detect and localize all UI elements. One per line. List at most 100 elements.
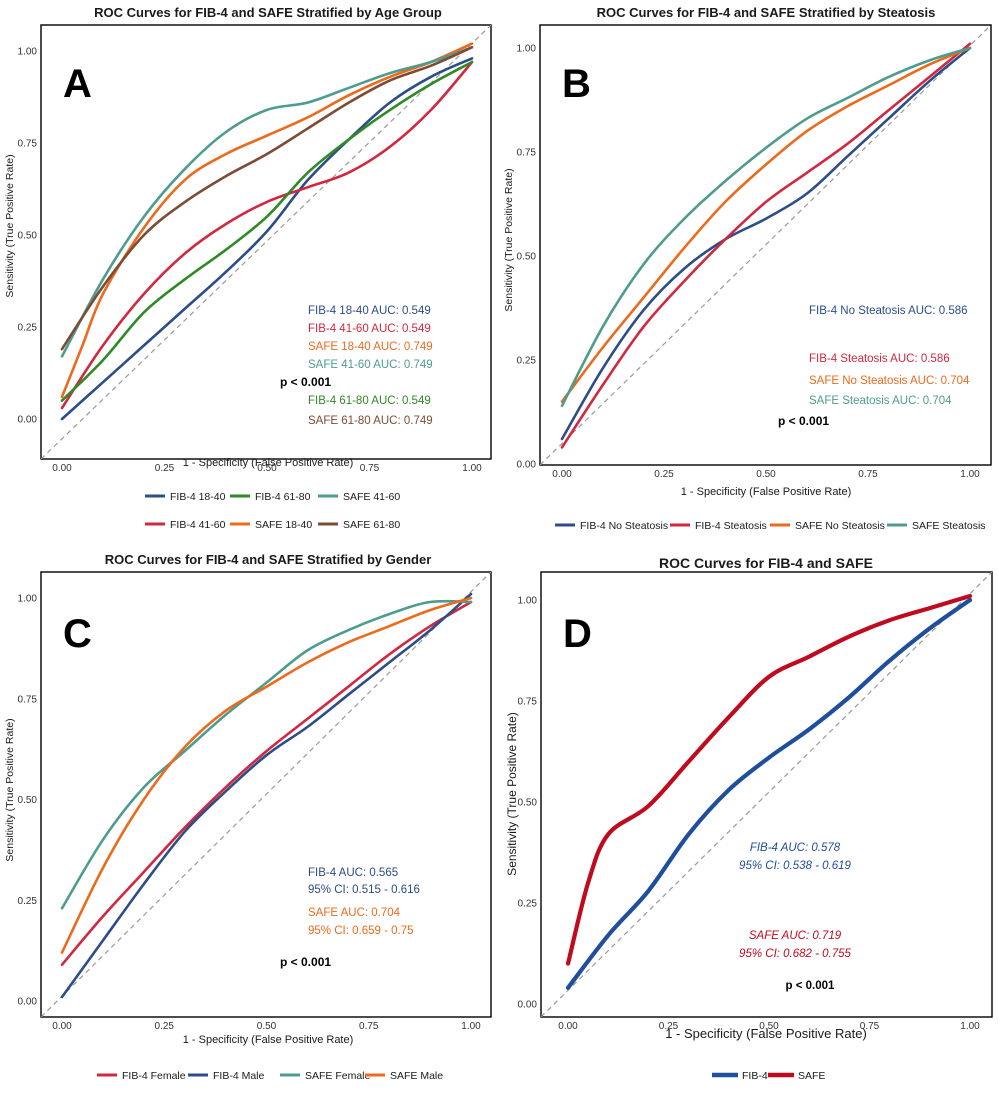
auc-annotation: 95% CI: 0.659 - 0.75 <box>308 925 413 937</box>
reference-diagonal <box>41 572 491 1017</box>
legend-label: SAFE <box>798 1070 825 1082</box>
y-tick-label: 1.00 <box>517 44 537 55</box>
chart-panel-b: ROC Curves for FIB-4 and SAFE Stratified… <box>503 5 992 532</box>
x-tick-label: 0.00 <box>552 469 572 480</box>
auc-annotation: FIB-4 AUC: 0.565 <box>308 867 398 879</box>
auc-annotation: SAFE 61-80 AUC: 0.749 <box>308 415 433 427</box>
chart-title: ROC Curves for FIB-4 and SAFE Stratified… <box>105 552 432 567</box>
chart-panel-c: ROC Curves for FIB-4 and SAFE Stratified… <box>4 552 492 1082</box>
y-tick-label: 0.00 <box>517 460 537 471</box>
y-tick-label: 1.00 <box>18 47 38 58</box>
legend-item: FIB-4 Steatosis <box>670 520 767 532</box>
auc-annotation: SAFE No Steatosis AUC: 0.704 <box>809 375 970 387</box>
auc-annotation: SAFE 41-60 AUC: 0.749 <box>308 359 433 371</box>
series-line-fib-4-female <box>60 600 473 966</box>
series-line-fib-4 <box>565 597 973 990</box>
x-tick-label: 0.25 <box>654 469 674 480</box>
legend-label: SAFE Steatosis <box>912 520 986 532</box>
y-tick-label: 0.25 <box>517 356 537 367</box>
p-value-label: p < 0.001 <box>786 980 836 992</box>
legend-label: FIB-4 61-80 <box>255 491 311 503</box>
auc-annotation: FIB-4 AUC: 0.578 <box>750 842 841 854</box>
series-line-safe-61-80 <box>60 46 474 351</box>
series-line-safe-41-60 <box>60 46 474 358</box>
p-value-label: p < 0.001 <box>280 375 331 389</box>
y-tick-label: 0.75 <box>518 697 538 708</box>
auc-annotation: 95% CI: 0.538 - 0.619 <box>739 860 851 872</box>
legend-item: FIB-4 No Steatosis <box>555 520 668 532</box>
x-tick-label: 1.00 <box>462 463 482 474</box>
legend-item: FIB-4 Female <box>97 1070 186 1082</box>
y-axis-title: Sensitivity (True Positive Rate) <box>4 718 16 861</box>
reference-diagonal <box>541 572 992 1017</box>
legend-item: FIB-4 18-40 <box>145 491 226 503</box>
x-tick-label: 0.75 <box>860 1021 880 1032</box>
legend-item: SAFE 18-40 <box>230 519 312 531</box>
series-line-safe-no-steatosis <box>560 46 972 403</box>
y-tick-label: 0.00 <box>18 997 38 1008</box>
legend-label: FIB-4 Male <box>213 1070 265 1082</box>
legend-label: SAFE 41-60 <box>343 491 400 503</box>
y-tick-label: 0.75 <box>18 139 38 150</box>
panel-letter: C <box>63 612 92 656</box>
series-line-fib-4-18-40 <box>60 57 474 421</box>
x-tick-label: 0.50 <box>759 1021 779 1032</box>
panel-letter: A <box>63 62 92 106</box>
auc-annotation: SAFE AUC: 0.704 <box>308 907 401 919</box>
chart-panel-a: ROC Curves for FIB-4 and SAFE Stratified… <box>4 5 492 531</box>
legend-item: SAFE No Steatosis <box>770 520 885 532</box>
legend-item: FIB-4 41-60 <box>145 519 226 531</box>
legend-item: FIB-4 Male <box>188 1070 265 1082</box>
x-axis-title: 1 - Specificity (False Positive Rate) <box>183 1034 354 1046</box>
series-line-safe-steatosis <box>560 46 972 408</box>
legend-label: FIB-4 Steatosis <box>695 520 767 532</box>
auc-annotation: FIB-4 41-60 AUC: 0.549 <box>308 323 431 335</box>
x-tick-label: 1.00 <box>960 469 980 480</box>
auc-annotation: FIB-4 Steatosis AUC: 0.586 <box>809 353 950 365</box>
x-tick-label: 0.00 <box>52 1021 72 1032</box>
p-value-label: p < 0.001 <box>280 955 331 969</box>
chart-title: ROC Curves for FIB-4 and SAFE Stratified… <box>94 5 442 20</box>
x-axis-title: 1 - Specificity (False Positive Rate) <box>183 457 354 469</box>
chart-title: ROC Curves for FIB-4 and SAFE <box>659 555 873 571</box>
x-tick-label: 0.75 <box>360 463 380 474</box>
legend-label: FIB-4 <box>742 1070 768 1082</box>
auc-annotation: SAFE AUC: 0.719 <box>749 930 842 942</box>
x-tick-label: 0.25 <box>155 1021 175 1032</box>
x-axis-title: 1 - Specificity (False Positive Rate) <box>681 486 852 498</box>
auc-annotation: 95% CI: 0.515 - 0.616 <box>308 884 420 896</box>
series-line-fib-4-steatosis <box>560 42 972 449</box>
series-line-fib-4-61-80 <box>60 60 474 402</box>
chart-panel-d: ROC Curves for FIB-4 and SAFE D 0.00 0.25 0.… <box>505 555 993 1082</box>
legend-item: SAFE <box>768 1070 825 1082</box>
y-tick-label: 0.50 <box>518 798 538 809</box>
panel-border <box>40 24 492 460</box>
series-line-fib-4-no-steatosis <box>560 46 972 441</box>
series-line-fib-4-male <box>60 592 473 999</box>
panel-letter: B <box>562 62 591 106</box>
y-axis-title: Sensitivity (True Positive Rate) <box>4 154 16 297</box>
y-tick-label: 0.50 <box>18 231 38 242</box>
x-tick-label: 0.50 <box>257 463 277 474</box>
y-tick-label: 0.25 <box>18 896 38 907</box>
reference-diagonal <box>540 25 991 465</box>
y-tick-label: 0.50 <box>517 252 537 263</box>
y-tick-label: 0.25 <box>18 323 38 334</box>
x-axis-title: 1 - Specificity (False Positive Rate) <box>665 1026 867 1041</box>
p-value-label: p < 0.001 <box>778 414 829 428</box>
y-tick-label: 0.00 <box>18 415 38 426</box>
auc-annotation: FIB-4 61-80 AUC: 0.549 <box>308 395 431 407</box>
legend-label: FIB-4 41-60 <box>170 519 226 531</box>
auc-annotation: 95% CI: 0.682 - 0.755 <box>739 948 851 960</box>
y-tick-label: 0.75 <box>18 694 38 705</box>
series-line-safe <box>565 593 973 966</box>
series-line-fib-4-41-60 <box>60 60 474 410</box>
x-tick-label: 0.75 <box>858 469 878 480</box>
auc-annotation: SAFE 18-40 AUC: 0.749 <box>308 341 433 353</box>
auc-annotation: FIB-4 18-40 AUC: 0.549 <box>308 305 431 317</box>
legend-item: SAFE 41-60 <box>318 491 400 503</box>
y-tick-label: 0.00 <box>518 1000 538 1011</box>
legend-label: SAFE No Steatosis <box>795 520 885 532</box>
x-tick-label: 0.00 <box>558 1021 578 1032</box>
legend-item: FIB-4 <box>712 1070 768 1082</box>
